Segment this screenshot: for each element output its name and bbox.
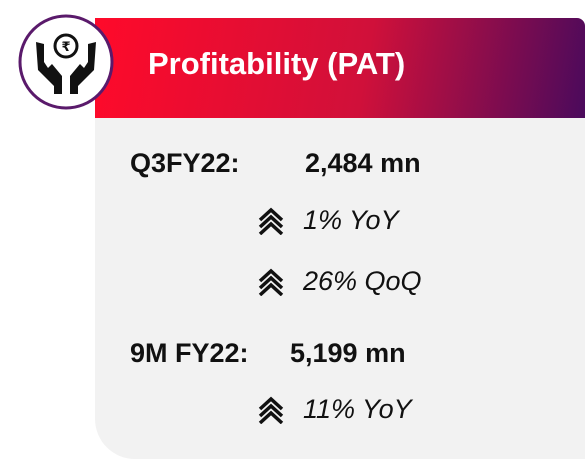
- up-chevron: [258, 396, 284, 424]
- change: 11% YoY: [303, 394, 412, 424]
- period-value: 5,199 mn: [290, 338, 406, 368]
- change: 26% QoQ: [303, 266, 422, 296]
- up-chevron: [258, 207, 284, 235]
- period-value: 2,484 mn: [305, 148, 421, 178]
- period-label: Q3FY22:: [130, 148, 240, 178]
- period-label: 9M FY22:: [130, 338, 249, 368]
- title: Profitability (PAT): [148, 46, 406, 81]
- change: 1% YoY: [303, 205, 399, 235]
- content-card: [95, 118, 585, 459]
- up-chevron: [258, 268, 284, 296]
- svg-text:₹: ₹: [61, 40, 70, 55]
- icon: ₹: [18, 14, 114, 110]
- header-bar: [95, 18, 585, 118]
